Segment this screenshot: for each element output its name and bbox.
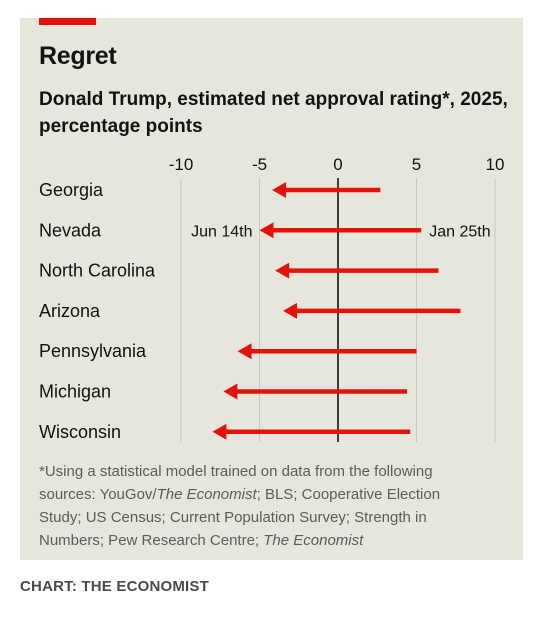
x-tick-label: 0	[333, 155, 342, 174]
start-date-label: Jan 25th	[429, 223, 490, 240]
date-annotations: Jun 14th Jan 25th	[191, 223, 490, 240]
arrow-head	[283, 302, 298, 319]
footnote-italic-2: The Economist	[263, 532, 364, 549]
footnote-text-2: ; BLS; Cooperative Election Study; US Ce…	[39, 486, 441, 549]
chart-source: CHART: THE ECONOMIST	[20, 578, 209, 595]
state-label: Arizona	[39, 301, 101, 321]
x-tick-label: 5	[412, 155, 421, 174]
end-date-label: Jun 14th	[191, 223, 252, 240]
arrow-head	[275, 262, 290, 279]
x-tick-label: -5	[252, 155, 267, 174]
state-label: Wisconsin	[39, 422, 121, 442]
arrow-head	[212, 423, 227, 440]
arrow-series	[212, 182, 461, 440]
arrow-head	[237, 343, 252, 360]
chart-panel: Regret Donald Trump, estimated net appro…	[20, 18, 523, 560]
chart-subtitle: Donald Trump, estimated net approval rat…	[39, 89, 508, 137]
footnote-italic-1: The Economist	[156, 486, 257, 503]
state-label: North Carolina	[39, 261, 156, 281]
arrow-head	[223, 383, 238, 400]
chart-title: Regret	[39, 42, 117, 70]
footnote-text-1: *Using a statistical model trained on da…	[39, 463, 433, 503]
arrow-head	[272, 182, 287, 198]
x-tick-label: 10	[486, 155, 505, 174]
state-label: Michigan	[39, 382, 111, 402]
state-label: Nevada	[39, 220, 102, 240]
arrow-head	[259, 222, 274, 239]
state-labels: Georgia Nevada North Carolina Arizona Pennsy…	[39, 180, 156, 442]
state-label: Pennsylvania	[39, 341, 147, 361]
footnote: *Using a statistical model trained on da…	[39, 460, 479, 552]
state-label: Georgia	[39, 180, 104, 200]
x-tick-label: -10	[169, 155, 194, 174]
tick-labels: -10 -5 0 5 10	[169, 155, 505, 174]
brand-red-bar	[39, 18, 96, 25]
